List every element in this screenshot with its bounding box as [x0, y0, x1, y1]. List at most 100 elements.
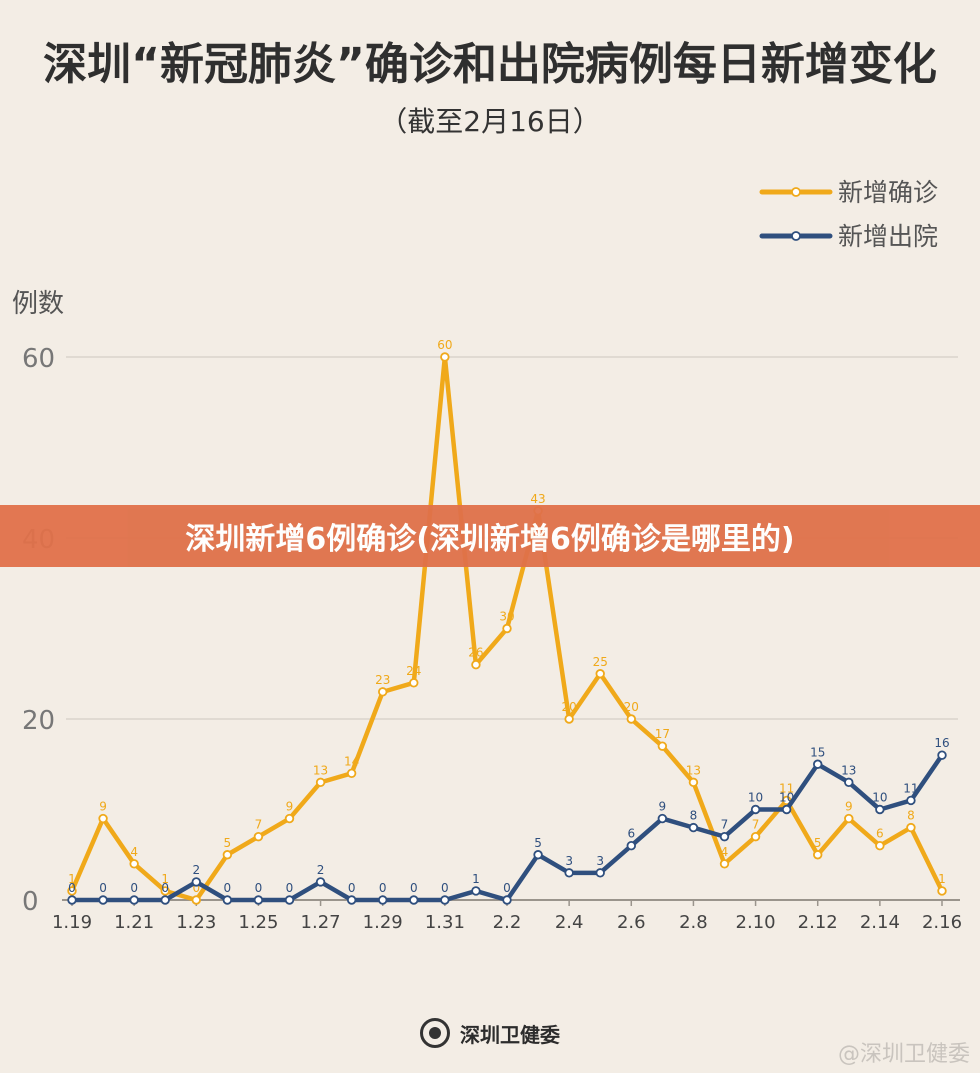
data-label: 17	[655, 727, 670, 741]
data-point	[875, 841, 885, 851]
data-point	[502, 895, 512, 905]
data-label: 10	[779, 791, 794, 805]
data-point	[191, 895, 201, 905]
data-point	[906, 795, 916, 806]
x-axis: 1.19 1.21 1.23 1.25 1.27 1.29 1.31 2.2 2.4 2.6 2.8…	[52, 899, 962, 933]
data-label: 20	[624, 700, 639, 714]
data-label: 6	[876, 827, 884, 841]
data-point	[129, 859, 139, 869]
data-label: 7	[255, 818, 263, 832]
x-tick-label: 2.16	[922, 912, 962, 933]
x-tick-label: 2.14	[860, 912, 900, 933]
data-point	[378, 687, 388, 697]
data-point	[67, 895, 77, 905]
data-label: 2	[192, 863, 200, 877]
data-label: 0	[224, 881, 232, 895]
legend-item: 新增确诊	[759, 178, 938, 207]
series-lines: 1941057913142324602630432025201713471159…	[67, 338, 950, 905]
data-point	[844, 813, 854, 824]
page-subtitle: （截至2月16日）	[379, 105, 601, 138]
data-label: 15	[810, 745, 825, 759]
y-axis-title: 例数	[12, 289, 64, 319]
data-label: 30	[499, 610, 514, 624]
data-label: 10	[872, 791, 887, 805]
data-point	[750, 804, 761, 815]
data-point	[626, 841, 636, 851]
data-point	[502, 623, 512, 634]
legend-marker	[791, 187, 801, 197]
data-label: 9	[845, 800, 853, 814]
source-label: 深圳卫健委	[460, 1022, 560, 1047]
data-label: 9	[286, 800, 294, 814]
data-point	[98, 895, 108, 905]
data-point	[719, 859, 730, 869]
data-label: 20	[562, 700, 577, 714]
data-label: 8	[907, 809, 915, 823]
data-point	[160, 886, 170, 896]
data-label: 0	[379, 881, 387, 895]
data-point	[471, 886, 481, 896]
data-point	[781, 804, 792, 815]
data-label: 4	[130, 845, 138, 859]
data-label: 1	[68, 872, 76, 886]
data-label: 13	[686, 763, 701, 777]
y-tick-label: 0	[22, 887, 39, 917]
data-label: 9	[659, 800, 667, 814]
data-label: 5	[534, 836, 542, 850]
data-point	[409, 678, 419, 688]
data-point	[564, 714, 574, 724]
data-point	[315, 777, 326, 788]
y-tick-label: 60	[22, 344, 55, 374]
page-title: 深圳“新冠肺炎”确诊和出院病例每日新增变化	[43, 39, 937, 90]
x-tick-label: 2.8	[679, 912, 708, 933]
y-axis: 例数0204060	[12, 289, 64, 917]
data-label: 24	[406, 664, 421, 678]
data-point	[688, 777, 699, 788]
data-label: 0	[161, 881, 169, 895]
data-label: 0	[68, 881, 76, 895]
data-point	[315, 877, 326, 887]
data-label: 0	[503, 881, 511, 895]
x-tick-label: 2.10	[736, 912, 776, 933]
series-line	[69, 752, 945, 903]
health-commission-logo-icon	[420, 1018, 450, 1048]
data-point	[595, 669, 605, 679]
data-point	[440, 895, 450, 905]
data-point	[67, 886, 77, 896]
data-point	[378, 895, 388, 905]
x-tick-label: 1.29	[363, 912, 403, 933]
data-label: 16	[934, 736, 949, 750]
data-point	[253, 895, 264, 905]
data-label: 0	[130, 881, 138, 895]
legend-label: 新增出院	[838, 222, 938, 251]
data-point	[346, 768, 357, 778]
data-label: 7	[752, 818, 760, 832]
legend-marker	[791, 231, 801, 241]
x-tick-label: 1.23	[176, 912, 216, 933]
data-point	[875, 804, 885, 815]
data-point	[844, 777, 854, 788]
data-point	[688, 822, 699, 833]
data-label: 0	[255, 881, 263, 895]
data-label: 1	[472, 872, 480, 886]
data-label: 2	[317, 863, 325, 877]
x-tick-label: 1.31	[425, 912, 465, 933]
data-point	[98, 813, 108, 824]
data-point	[222, 895, 233, 905]
data-point	[657, 813, 668, 824]
data-label: 25	[593, 655, 608, 669]
x-tick-label: 1.19	[52, 912, 92, 933]
data-label: 43	[530, 492, 545, 506]
data-label: 0	[99, 881, 107, 895]
series-0: 1941057913142324602630432025201713471159…	[67, 338, 947, 905]
data-point	[937, 750, 947, 760]
x-tick-label: 2.2	[493, 912, 522, 933]
data-point	[626, 714, 636, 724]
data-label: 0	[286, 881, 294, 895]
data-label: 0	[348, 881, 356, 895]
weibo-watermark: @深圳卫健委	[837, 1042, 970, 1067]
data-point	[160, 895, 170, 905]
x-tick-label: 1.27	[301, 912, 341, 933]
data-point	[471, 660, 481, 670]
